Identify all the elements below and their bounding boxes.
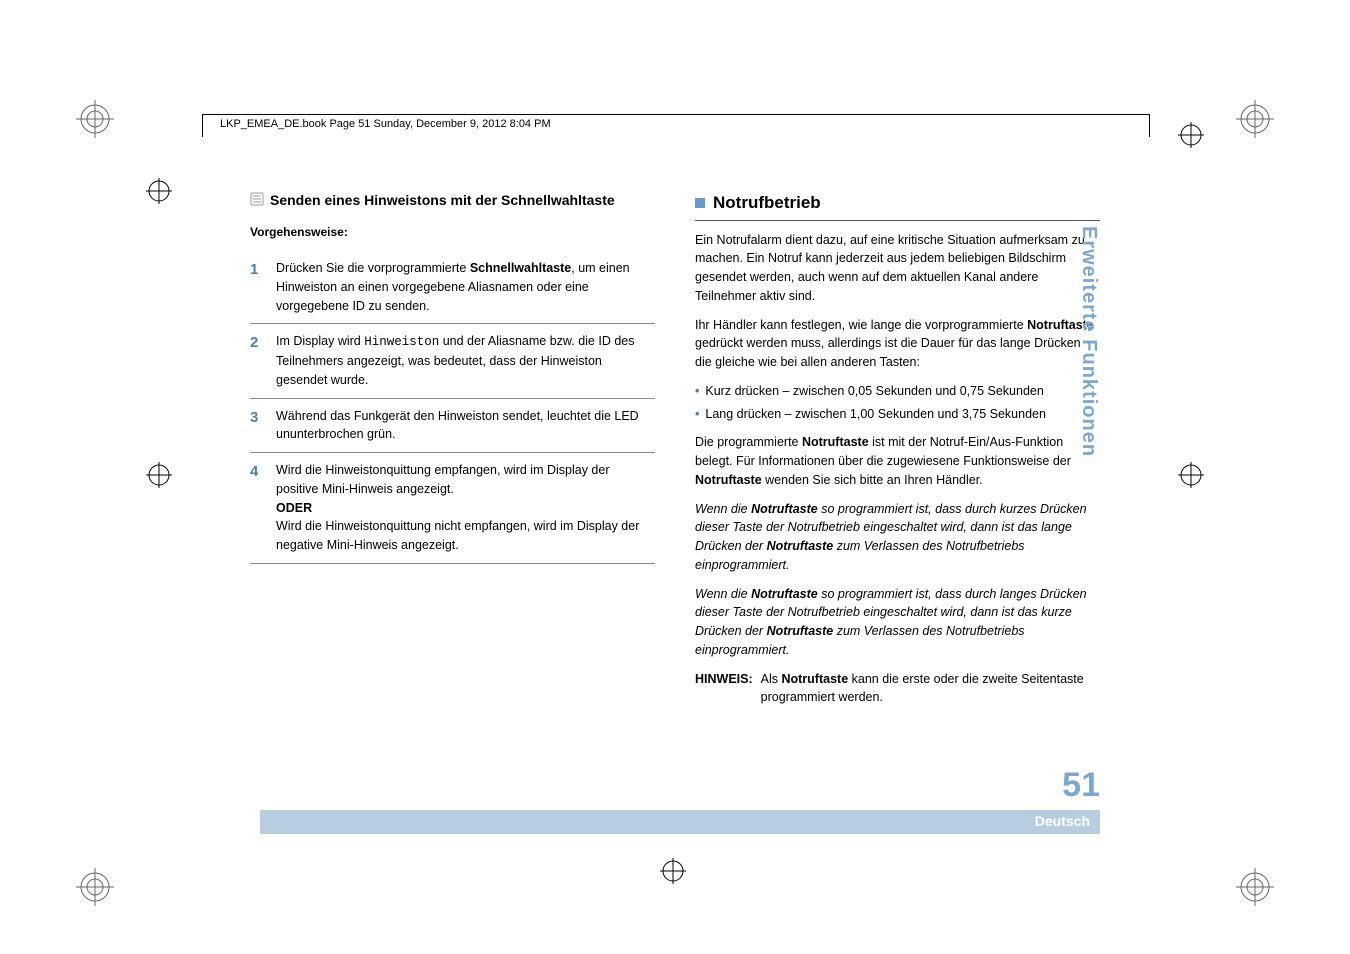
step-2: 2 Im Display wird Hinweiston und der Ali… [250, 324, 655, 398]
step-code: Hinweiston [364, 335, 439, 349]
registration-mark-right [1178, 462, 1204, 488]
step-body: Wird die Hinweistonquittung empfangen, w… [276, 461, 655, 555]
side-tab: Erweiterte Funktionen [1074, 226, 1100, 496]
step-number: 2 [250, 332, 266, 389]
list-item: •Lang drücken – zwischen 1,00 Sekunden u… [695, 405, 1100, 424]
left-column: Senden eines Hinweistons mit der Schnell… [250, 190, 655, 707]
italic-paragraph: Wenn die Notruftaste so programmiert ist… [695, 500, 1100, 575]
text: Wenn die [695, 587, 751, 601]
hinweis-note: HINWEIS: Als Notruftaste kann die erste … [695, 670, 1100, 708]
running-head: LKP_EMEA_DE.book Page 51 Sunday, Decembe… [220, 118, 551, 130]
step-4: 4 Wird die Hinweistonquittung empfangen,… [250, 453, 655, 564]
language-bar [260, 810, 1100, 834]
step-body: Während das Funkgerät den Hinweiston sen… [276, 407, 655, 445]
text: wenden Sie sich bitte an Ihren Händler. [762, 473, 983, 487]
text-bold: Notruftaste [751, 587, 818, 601]
left-section-title: Senden eines Hinweistons mit der Schnell… [270, 190, 615, 211]
right-section-title: Notrufbetrieb [713, 190, 821, 216]
bullet-dot: • [695, 384, 705, 398]
registration-mark-top-right [1178, 122, 1204, 148]
step-number: 4 [250, 461, 266, 555]
hinweis-body: Als Notruftaste kann die erste oder die … [761, 670, 1100, 708]
paragraph: Die programmierte Notruftaste ist mit de… [695, 433, 1100, 489]
registration-mark-bottom [660, 858, 686, 884]
steps-list: 1 Drücken Sie die vorprogrammierte Schne… [250, 251, 655, 564]
language-label: Deutsch [1035, 813, 1090, 829]
book-icon [250, 192, 264, 206]
right-section-header: Notrufbetrieb [695, 190, 1100, 221]
step-text: Drücken Sie die vorprogrammierte [276, 261, 470, 275]
step-bold: Schnellwahltaste [470, 261, 571, 275]
list-text: Lang drücken – zwischen 1,00 Sekunden un… [705, 407, 1046, 421]
bullet-dot: • [695, 407, 705, 421]
crop-corner-br [1236, 868, 1274, 906]
text-bold: Notruftaste [767, 539, 834, 553]
step-text: Wird die Hinweistonquittung empfangen, w… [276, 463, 609, 496]
text: Die programmierte [695, 435, 802, 449]
text: Ihr Händler kann festlegen, wie lange di… [695, 318, 1027, 332]
paragraph: Ihr Händler kann festlegen, wie lange di… [695, 316, 1100, 372]
page-number: 51 [1062, 766, 1100, 805]
step-number: 1 [250, 259, 266, 315]
step-3: 3 Während das Funkgerät den Hinweiston s… [250, 399, 655, 454]
step-1: 1 Drücken Sie die vorprogrammierte Schne… [250, 251, 655, 324]
crop-corner-tl [76, 100, 114, 138]
page-content: Senden eines Hinweistons mit der Schnell… [250, 190, 1100, 707]
registration-mark-top-left [146, 178, 172, 204]
hinweis-label: HINWEIS: [695, 670, 753, 708]
procedure-label: Vorgehensweise: [250, 223, 655, 241]
list-text: Kurz drücken – zwischen 0,05 Sekunden un… [705, 384, 1043, 398]
step-body: Im Display wird Hinweiston und der Alias… [276, 332, 655, 389]
step-number: 3 [250, 407, 266, 445]
crop-corner-tr [1236, 100, 1274, 138]
text-bold: Notruftaste [751, 502, 818, 516]
step-text: Wird die Hinweistonquittung nicht empfan… [276, 519, 639, 552]
text-bold: Notruftaste [781, 672, 848, 686]
bullet-list: •Kurz drücken – zwischen 0,05 Sekunden u… [695, 382, 1100, 424]
step-body: Drücken Sie die vorprogrammierte Schnell… [276, 259, 655, 315]
text-bold: Notruftaste [767, 624, 834, 638]
text-bold: Notruftaste [802, 435, 869, 449]
right-column: Notrufbetrieb Ein Notrufalarm dient dazu… [695, 190, 1100, 707]
text: gedrückt werden muss, allerdings ist die… [695, 336, 1081, 369]
italic-paragraph: Wenn die Notruftaste so programmiert ist… [695, 585, 1100, 660]
crop-corner-bl [76, 868, 114, 906]
text: Als [761, 672, 782, 686]
paragraph: Ein Notrufalarm dient dazu, auf eine kri… [695, 231, 1100, 306]
text-bold: Notruftaste [695, 473, 762, 487]
step-oder: ODER [276, 501, 312, 515]
registration-mark-left [146, 462, 172, 488]
text: Wenn die [695, 502, 751, 516]
list-item: •Kurz drücken – zwischen 0,05 Sekunden u… [695, 382, 1100, 401]
step-text: Im Display wird [276, 334, 364, 348]
section-square-icon [695, 198, 705, 208]
